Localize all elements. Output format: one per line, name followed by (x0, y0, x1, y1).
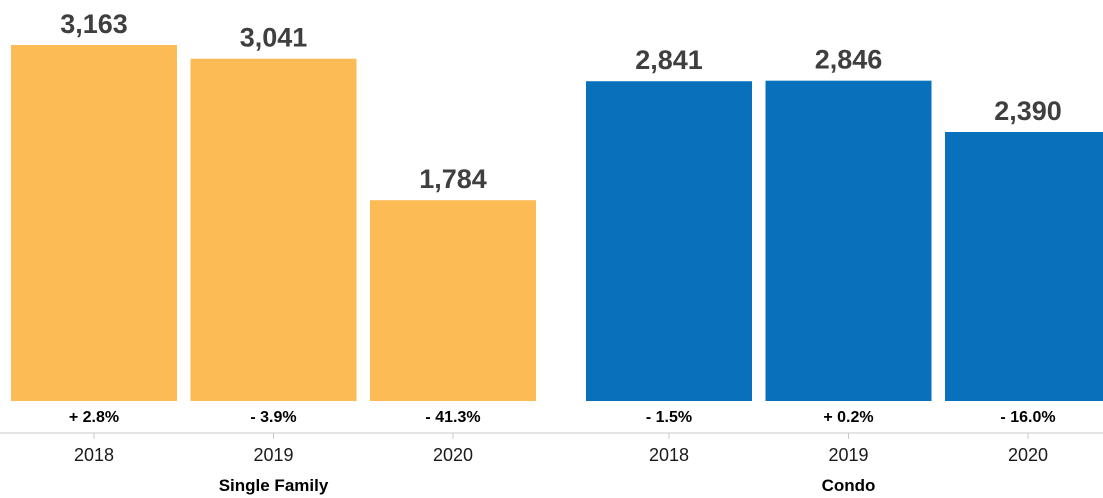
bar-value-label: 2,390 (994, 96, 1062, 126)
bar-value-label: 2,841 (635, 45, 703, 75)
bar (765, 80, 932, 402)
group-label: Single Family (219, 476, 329, 495)
bar (190, 58, 357, 402)
bar-value-label: 2,846 (815, 45, 883, 75)
bar (370, 200, 536, 401)
x-tick-label: 2018 (74, 445, 114, 465)
change-percent-label: + 0.2% (823, 409, 873, 426)
bar (586, 81, 752, 401)
bar-value-label: 3,163 (60, 9, 128, 39)
x-tick-label: 2019 (253, 445, 293, 465)
change-percent-label: - 1.5% (646, 409, 692, 426)
change-percent-label: - 3.9% (250, 409, 296, 426)
labels-layer: 3,163 + 2.8% 2018 3,041 - 3.9% 2019 1,784 - 41.… (60, 9, 1062, 495)
group-label: Condo (822, 476, 876, 495)
bar (11, 45, 177, 401)
x-tick-label: 2018 (649, 445, 689, 465)
bars-layer (11, 45, 1103, 402)
x-tick-label: 2020 (1008, 445, 1048, 465)
x-tick-label: 2020 (433, 445, 473, 465)
change-percent-label: + 2.8% (69, 409, 119, 426)
x-tick-label: 2019 (828, 445, 868, 465)
change-percent-label: - 16.0% (1000, 409, 1055, 426)
change-percent-label: - 41.3% (425, 409, 480, 426)
bar (945, 132, 1103, 402)
bar-value-label: 1,784 (419, 164, 487, 194)
bar-value-label: 3,041 (240, 23, 308, 53)
